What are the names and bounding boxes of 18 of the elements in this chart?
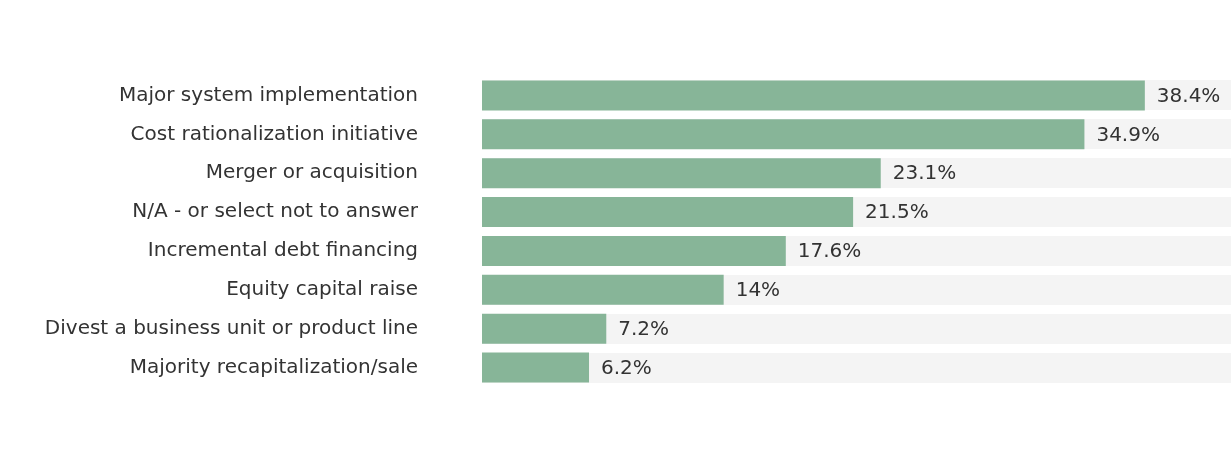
y-tick-label: Incremental debt financing — [147, 237, 418, 262]
y-tick-label: Divest a business unit or product line — [44, 314, 418, 339]
y-tick-label: Equity capital raise — [226, 276, 418, 301]
data-label: 38.4% — [1156, 82, 1221, 107]
y-tick-label: Majority recapitalization/sale — [129, 353, 418, 378]
y-tick-label: Merger or acquisition — [205, 159, 418, 184]
bar — [482, 313, 607, 344]
data-label: 23.1% — [892, 160, 957, 185]
bar — [482, 352, 590, 383]
data-label: 34.9% — [1096, 121, 1160, 146]
y-tick-label: Cost rationalization initiative — [130, 120, 418, 145]
data-label: 7.2% — [618, 315, 670, 340]
y-tick-label: Major system implementation — [118, 81, 418, 106]
data-label: 21.5% — [865, 199, 929, 224]
data-label: 14% — [735, 277, 781, 302]
y-tick-label: N/A - or select not to answer — [132, 198, 419, 223]
data-label: 6.2% — [601, 354, 652, 379]
data-label: 17.6% — [797, 238, 862, 263]
